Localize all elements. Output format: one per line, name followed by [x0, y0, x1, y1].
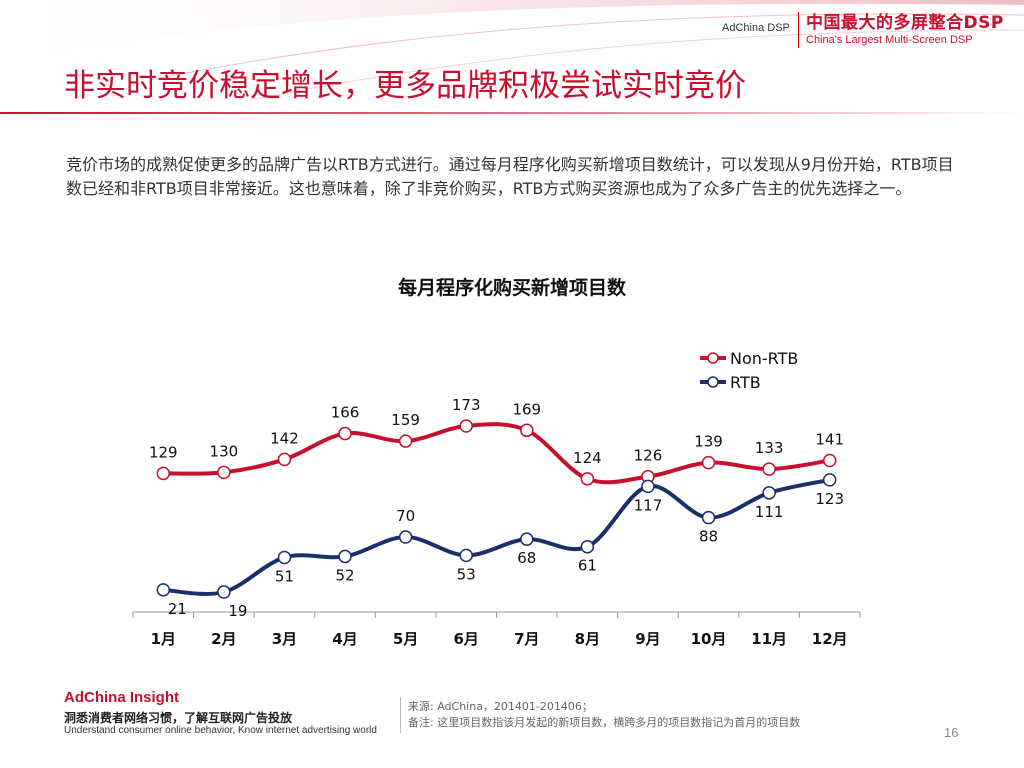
- page-title: 非实时竞价稳定增长，更多品牌积极尝试实时竞价: [64, 68, 746, 104]
- x-tick-label: 9月: [635, 630, 660, 648]
- data-point-non-rtb: [822, 453, 837, 468]
- series-line-rtb: [161, 477, 832, 596]
- legend-marker-non-rtb: [707, 352, 719, 364]
- data-label-non-rtb: 159: [391, 411, 420, 429]
- x-tick-label: 2月: [211, 630, 236, 648]
- data-label-rtb: 61: [578, 557, 597, 575]
- page-number: 16: [944, 725, 959, 740]
- data-label-non-rtb: 166: [331, 404, 360, 422]
- footer-note: 备注: 这里项目数指该月发起的新项目数，横跨多月的项目数指记为首月的项目数: [408, 716, 801, 729]
- data-point-rtb: [217, 585, 231, 599]
- data-label-rtb: 51: [275, 568, 294, 586]
- data-point-rtb: [520, 532, 534, 546]
- series-line-non-rtb: [161, 422, 832, 485]
- data-label-rtb: 111: [755, 503, 784, 521]
- data-label-non-rtb: 133: [755, 439, 784, 457]
- intro-paragraph: 竞价市场的成熟促使更多的品牌广告以RTB方式进行。通过每月程序化购买新增项目数统…: [66, 155, 954, 198]
- data-point-non-rtb: [217, 465, 231, 480]
- x-tick-label: 1月: [151, 630, 176, 648]
- data-point-rtb: [762, 486, 776, 500]
- chart-title: 每月程序化购买新增项目数: [397, 277, 626, 299]
- title-underline: [0, 112, 1024, 114]
- footer-tagline-en: Understand consumer online behavior, Kno…: [64, 725, 377, 736]
- data-label-rtb: 123: [815, 490, 844, 508]
- data-label-non-rtb: 124: [573, 449, 602, 467]
- data-label-non-rtb: 139: [694, 433, 723, 451]
- data-label-non-rtb: 173: [452, 396, 481, 414]
- data-point-rtb: [398, 530, 413, 544]
- data-point-non-rtb: [398, 434, 413, 448]
- header-slogan-en: China's Largest Multi-Screen DSP: [806, 34, 973, 46]
- x-tick-label: 4月: [332, 630, 357, 648]
- data-point-non-rtb: [156, 466, 171, 481]
- legend-label-non-rtb: Non-RTB: [730, 349, 798, 368]
- data-point-non-rtb: [580, 472, 595, 486]
- data-label-rtb: 19: [228, 602, 247, 620]
- data-point-rtb: [701, 510, 716, 525]
- data-label-non-rtb: 141: [815, 430, 844, 448]
- data-point-rtb: [459, 548, 473, 563]
- data-label-rtb: 21: [168, 600, 187, 618]
- x-tick-label: 5月: [393, 630, 418, 648]
- data-label-non-rtb: 130: [210, 442, 239, 460]
- data-label-rtb: 70: [396, 507, 415, 525]
- header-slogan-cn: 中国最大的多屏整合DSP: [806, 13, 1004, 33]
- footer-brand: AdChina Insight: [64, 689, 179, 706]
- data-label-rtb: 68: [517, 549, 536, 567]
- header-brand: AdChina DSP: [722, 22, 790, 34]
- header-divider: [798, 12, 799, 48]
- footer-source: 来源: AdChina，201401-201406；: [408, 700, 593, 713]
- x-tick-label: 3月: [272, 630, 297, 648]
- data-point-non-rtb: [459, 419, 473, 433]
- data-point-non-rtb: [520, 423, 534, 438]
- data-label-rtb: 53: [457, 565, 476, 583]
- x-tick-label: 10月: [691, 630, 727, 648]
- data-point-rtb: [822, 473, 837, 487]
- x-tick-label: 8月: [575, 630, 600, 648]
- data-point-rtb: [641, 479, 655, 494]
- data-label-rtb: 52: [335, 566, 354, 584]
- x-tick-label: 11月: [751, 630, 787, 648]
- data-label-non-rtb: 126: [634, 447, 663, 465]
- x-tick-label: 12月: [812, 630, 848, 648]
- data-label-non-rtb: 142: [270, 429, 299, 447]
- data-label-rtb: 88: [699, 528, 718, 546]
- data-point-rtb: [338, 549, 352, 564]
- data-point-rtb: [277, 550, 292, 565]
- legend-label-rtb: RTB: [730, 373, 761, 392]
- x-tick-label: 6月: [453, 630, 478, 648]
- data-label-non-rtb: 129: [149, 443, 178, 461]
- footer-tagline-cn: 洞悉消费者网络习惯，了解互联网广告投放: [64, 711, 293, 725]
- data-label-rtb: 117: [634, 496, 663, 514]
- data-point-non-rtb: [338, 426, 352, 441]
- footer-divider: [400, 697, 401, 733]
- data-point-non-rtb: [762, 462, 776, 476]
- data-point-rtb: [156, 583, 171, 597]
- data-label-non-rtb: 169: [512, 400, 541, 418]
- x-tick-label: 7月: [514, 630, 539, 648]
- data-point-non-rtb: [701, 455, 716, 470]
- data-point-rtb: [580, 539, 595, 554]
- data-point-non-rtb: [277, 452, 292, 467]
- legend-marker-rtb: [707, 376, 719, 388]
